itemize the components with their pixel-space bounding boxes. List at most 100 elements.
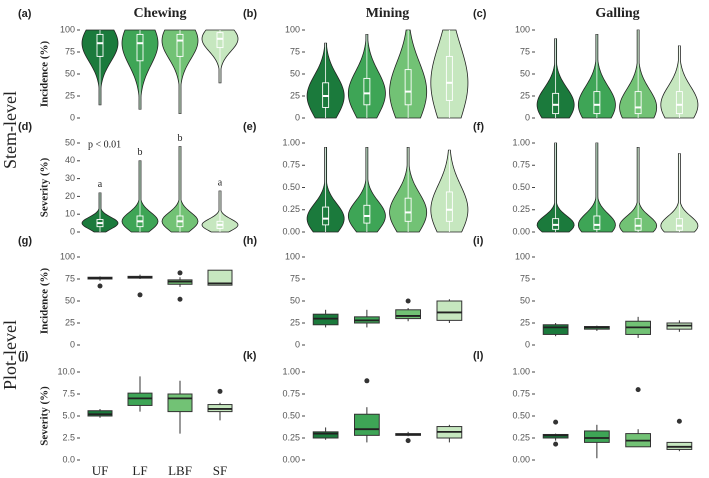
y-tick-label: 25 xyxy=(290,90,300,100)
group-letter: a xyxy=(98,179,103,190)
y-tick-label: 0.75 xyxy=(282,388,300,398)
y-tick-label: 0 xyxy=(295,112,300,122)
x-tick-label: LBF xyxy=(168,463,192,478)
column-title: Chewing xyxy=(134,6,187,21)
y-tick-label: 1.00 xyxy=(282,137,300,147)
box xyxy=(675,218,683,231)
box xyxy=(216,32,224,49)
y-tick-label: 0.0 xyxy=(62,454,75,464)
y-tick-label: 25 xyxy=(520,90,530,100)
y-tick-label: 0.25 xyxy=(512,204,530,214)
y-tick-label: 50 xyxy=(65,68,75,78)
panel-label: (h) xyxy=(243,235,257,247)
column-title: Galling xyxy=(595,6,639,21)
box xyxy=(207,269,233,286)
outlier xyxy=(635,387,641,393)
y-tick-label: 75 xyxy=(520,273,530,283)
box xyxy=(675,91,683,115)
y-tick-label: 25 xyxy=(520,317,530,327)
y-tick-label: 0.75 xyxy=(512,160,530,170)
y-tick-label: 75 xyxy=(290,46,300,56)
outlier xyxy=(97,283,103,289)
annotation: p < 0.01 xyxy=(88,139,121,150)
y-tick-label: 1.00 xyxy=(512,366,530,376)
box xyxy=(136,33,144,62)
outlier xyxy=(217,388,223,394)
panel-label: (b) xyxy=(243,8,257,20)
y-tick-label: 50 xyxy=(520,68,530,78)
group-letter: b xyxy=(138,147,143,158)
y-tick-label: 0.00 xyxy=(282,226,300,236)
group-letter: a xyxy=(218,177,223,188)
y-tick-label: 50 xyxy=(290,295,300,305)
box xyxy=(96,33,104,57)
x-tick-label: SF xyxy=(213,463,227,478)
y-tick-label: 30 xyxy=(65,173,75,183)
box xyxy=(593,91,601,115)
panel-label: (j) xyxy=(18,350,29,362)
y-tick-label: 100 xyxy=(515,251,530,261)
box xyxy=(584,430,610,443)
y-tick-label: 0.75 xyxy=(282,160,300,170)
y-tick-label: 0.00 xyxy=(282,454,300,464)
y-tick-label: 0 xyxy=(525,112,530,122)
y-tick-label: 0.50 xyxy=(282,182,300,192)
outlier xyxy=(676,418,682,424)
outlier xyxy=(177,296,183,302)
box xyxy=(363,204,371,224)
panel-label: (d) xyxy=(18,121,32,133)
box xyxy=(542,324,569,335)
box xyxy=(436,300,463,321)
box xyxy=(634,218,642,231)
y-tick-label: 2.5 xyxy=(62,432,75,442)
row-label: Plot-level xyxy=(0,320,20,390)
y-tick-label: 7.5 xyxy=(62,388,75,398)
box xyxy=(404,69,412,106)
y-tick-label: 0 xyxy=(295,339,300,349)
box xyxy=(445,55,453,101)
violin xyxy=(430,29,469,119)
y-tick-label: 50 xyxy=(520,295,530,305)
y-tick-label: 0.25 xyxy=(282,204,300,214)
outlier xyxy=(364,378,370,384)
y-tick-label: 0.50 xyxy=(512,182,530,192)
y-axis-label: Incidence (%) xyxy=(39,41,51,108)
panel-label: (g) xyxy=(18,235,32,247)
y-tick-label: 75 xyxy=(520,46,530,56)
box xyxy=(363,77,371,106)
y-tick-label: 50 xyxy=(290,68,300,78)
y-axis-label: Incidence (%) xyxy=(39,268,51,335)
y-tick-label: 10 xyxy=(65,209,75,219)
box xyxy=(354,413,380,436)
y-tick-label: 0.50 xyxy=(282,410,300,420)
group-letter: b xyxy=(178,133,183,144)
box xyxy=(593,215,601,230)
box xyxy=(395,309,421,320)
outlier xyxy=(553,419,559,425)
panel-label: (l) xyxy=(473,350,484,362)
panel-label: (k) xyxy=(243,350,257,362)
outlier xyxy=(405,298,411,304)
row-label: Stem-level xyxy=(0,91,20,169)
y-tick-label: 100 xyxy=(515,24,530,34)
y-tick-label: 0 xyxy=(70,226,75,236)
y-axis-label: Severity (%) xyxy=(39,157,51,217)
box xyxy=(176,33,184,57)
box xyxy=(552,92,560,115)
box xyxy=(404,197,412,222)
outlier xyxy=(405,438,411,444)
panel-label: (a) xyxy=(18,8,32,20)
panel-label: (i) xyxy=(473,235,484,247)
y-tick-label: 0.25 xyxy=(512,432,530,442)
y-tick-label: 0.75 xyxy=(512,388,530,398)
y-tick-label: 0 xyxy=(525,339,530,349)
y-tick-label: 25 xyxy=(65,317,75,327)
box xyxy=(322,206,330,226)
panel-label: (c) xyxy=(473,8,487,20)
y-tick-label: 50 xyxy=(65,295,75,305)
box xyxy=(167,393,193,413)
y-tick-label: 40 xyxy=(65,155,75,165)
y-tick-label: 0.00 xyxy=(512,454,530,464)
y-tick-label: 0 xyxy=(70,339,75,349)
y-tick-label: 100 xyxy=(285,24,300,34)
